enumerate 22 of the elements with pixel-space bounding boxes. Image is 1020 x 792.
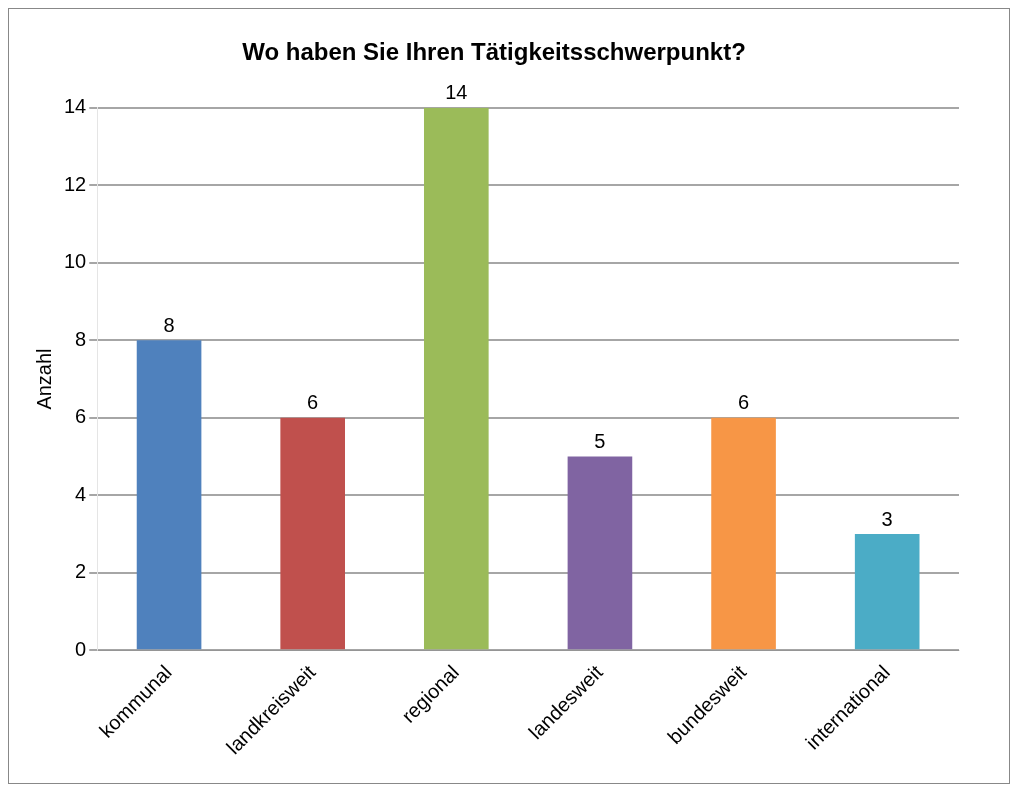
y-tick-label: 10 (64, 250, 87, 273)
y-tick-label: 2 (75, 560, 87, 583)
y-tick-label: 14 (64, 95, 87, 118)
data-label: 8 (163, 313, 175, 336)
data-label: 5 (594, 430, 606, 453)
data-label: 14 (445, 81, 468, 104)
y-tick-label: 6 (75, 405, 87, 428)
bar (136, 340, 202, 650)
y-tick-label: 0 (75, 637, 87, 660)
y-tick-label: 12 (64, 172, 87, 195)
data-label: 6 (307, 391, 319, 414)
bar (423, 107, 489, 650)
y-tick-label: 8 (75, 327, 87, 350)
y-tick-label: 4 (75, 482, 87, 505)
data-label: 3 (881, 507, 893, 530)
y-axis-title: Anzahl (32, 348, 55, 410)
data-label: 6 (738, 391, 750, 414)
bar (280, 417, 345, 650)
bar (711, 417, 776, 650)
chart-title: Wo haben Sie Ihren Tätigkeitsschwerpunkt? (242, 38, 746, 66)
bar (567, 456, 633, 650)
bar (854, 534, 920, 650)
